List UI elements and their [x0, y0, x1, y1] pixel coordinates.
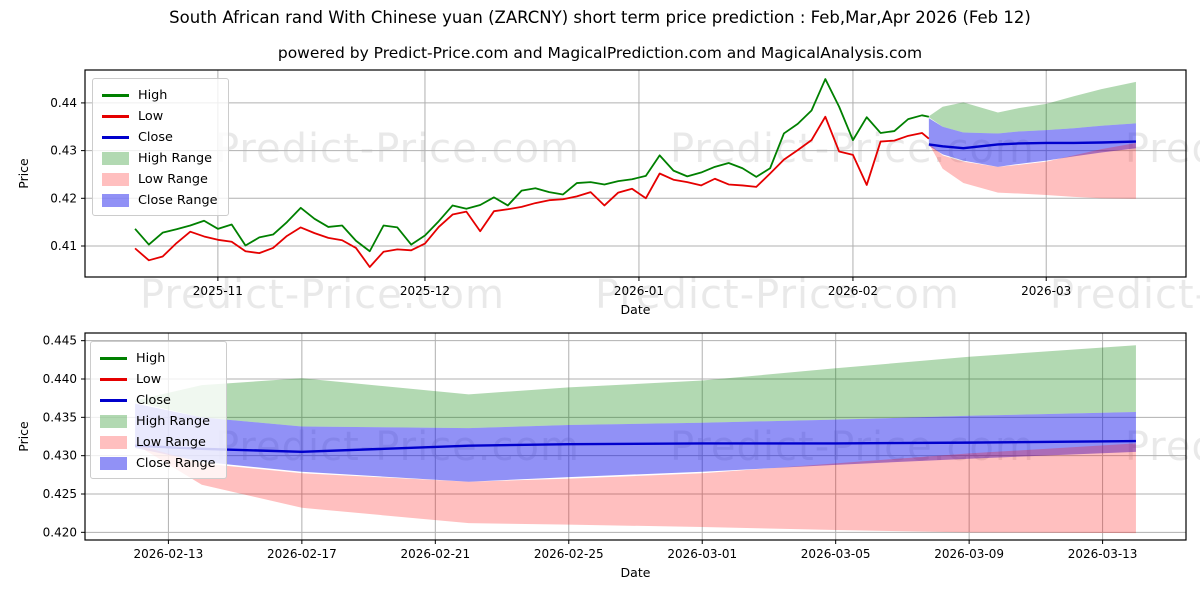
legend-label: Low Range — [138, 172, 208, 187]
legend-line-swatch — [100, 399, 127, 402]
page-title: South African rand With Chinese yuan (ZA… — [169, 8, 1031, 27]
y-tick-label: 0.425 — [43, 487, 77, 501]
watermark-text-row: Predict-Price.comPredict-Price.comPredic… — [215, 126, 1200, 172]
x-tick-label: 2026-02-13 — [134, 547, 204, 561]
axis-ticks-labels: 2026-02-13 2026-02-17 2026-02-21 2026-02-25… — [16, 334, 1137, 580]
legend-line-swatch — [100, 357, 127, 360]
legend-label: Low Range — [136, 435, 206, 450]
x-tick-label: 2026-03 — [1021, 284, 1071, 298]
high-range-band — [135, 345, 1136, 429]
grid-lines — [85, 333, 1186, 540]
legend-item: Low — [102, 106, 218, 127]
legend-label: High — [136, 351, 166, 366]
legend-patch-swatch — [100, 457, 127, 470]
plot-border — [84, 69, 1187, 278]
y-tick-label: 0.43 — [50, 144, 77, 158]
y-tick-label: 0.42 — [50, 191, 77, 205]
legend-item: High Range — [100, 411, 216, 432]
legend-label: Low — [138, 109, 164, 124]
close-line — [928, 140, 1136, 150]
x-tick-label: 2026-02 — [828, 284, 878, 298]
legend-label: Low — [136, 372, 162, 387]
legend-label: High Range — [138, 151, 213, 166]
legend-label: Close Range — [138, 193, 218, 208]
y-axis-label: Price — [16, 158, 31, 189]
legend-item: Close — [102, 127, 218, 148]
axis-ticks-labels: 2025-11 2025-12 2026-01 2026-02 2026-03 0.41 0… — [16, 96, 1071, 317]
y-tick-label: 0.440 — [43, 372, 77, 386]
legend-patch-swatch — [102, 152, 129, 165]
x-tick-label: 2026-02-17 — [267, 547, 337, 561]
legend-item: Close Range — [100, 453, 216, 474]
chart-legend: High Low Close High Range Low Range Close Ran… — [92, 78, 229, 216]
legend-patch-swatch — [102, 173, 129, 186]
legend-label: Close — [138, 130, 173, 145]
y-tick-label: 0.435 — [43, 410, 77, 424]
legend-line-swatch — [100, 378, 127, 381]
close-line — [134, 439, 1136, 454]
low-line — [134, 115, 930, 268]
legend-item: High Range — [102, 148, 218, 169]
x-tick-label: 2025-12 — [400, 284, 450, 298]
legend-item: Low Range — [102, 169, 218, 190]
legend-item: High — [100, 348, 216, 369]
legend-patch-swatch — [100, 415, 127, 428]
x-axis-label: Date — [621, 565, 651, 580]
high-range-band — [928, 81, 1136, 134]
x-tick-label: 2026-03-13 — [1068, 547, 1138, 561]
x-tick-label: 2026-03-09 — [934, 547, 1004, 561]
x-tick-label: 2026-03-05 — [801, 547, 871, 561]
legend-item: Low Range — [100, 432, 216, 453]
plot-border — [84, 332, 1187, 541]
y-tick-label: 0.445 — [43, 334, 77, 348]
legend-label: Close Range — [136, 456, 216, 471]
y-tick-label: 0.41 — [50, 239, 77, 253]
x-tick-label: 2026-03-01 — [667, 547, 737, 561]
low-range-band — [135, 443, 1136, 534]
legend-line-swatch — [102, 94, 129, 97]
grid-lines — [85, 70, 1186, 277]
legend-label: Close — [136, 393, 171, 408]
low-range-band — [928, 142, 1136, 199]
x-tick-label: 2025-11 — [193, 284, 243, 298]
y-axis-label: Price — [16, 421, 31, 452]
legend-patch-swatch — [102, 194, 129, 207]
x-tick-label: 2026-02-21 — [400, 547, 470, 561]
x-tick-label: 2026-02-25 — [534, 547, 604, 561]
x-tick-label: 2026-01 — [614, 284, 664, 298]
legend-item: Close — [100, 390, 216, 411]
legend-item: High — [102, 85, 218, 106]
legend-line-swatch — [102, 115, 129, 118]
y-tick-label: 0.44 — [50, 96, 77, 110]
watermark-text-row: Predict-Price.comPredict-Price.comPredic… — [215, 424, 1200, 470]
x-axis-label: Date — [621, 302, 651, 317]
legend-patch-swatch — [100, 436, 127, 449]
legend-item: Low — [100, 369, 216, 390]
chart-legend: High Low Close High Range Low Range Close Ran… — [90, 341, 227, 479]
legend-label: High — [138, 88, 168, 103]
legend-label: High Range — [136, 414, 211, 429]
page-subtitle: powered by Predict-Price.com and Magical… — [277, 44, 923, 62]
y-tick-label: 0.420 — [43, 525, 77, 539]
legend-line-swatch — [102, 136, 129, 139]
legend-item: Close Range — [102, 190, 218, 211]
high-line — [134, 78, 930, 253]
y-tick-label: 0.430 — [43, 449, 77, 463]
